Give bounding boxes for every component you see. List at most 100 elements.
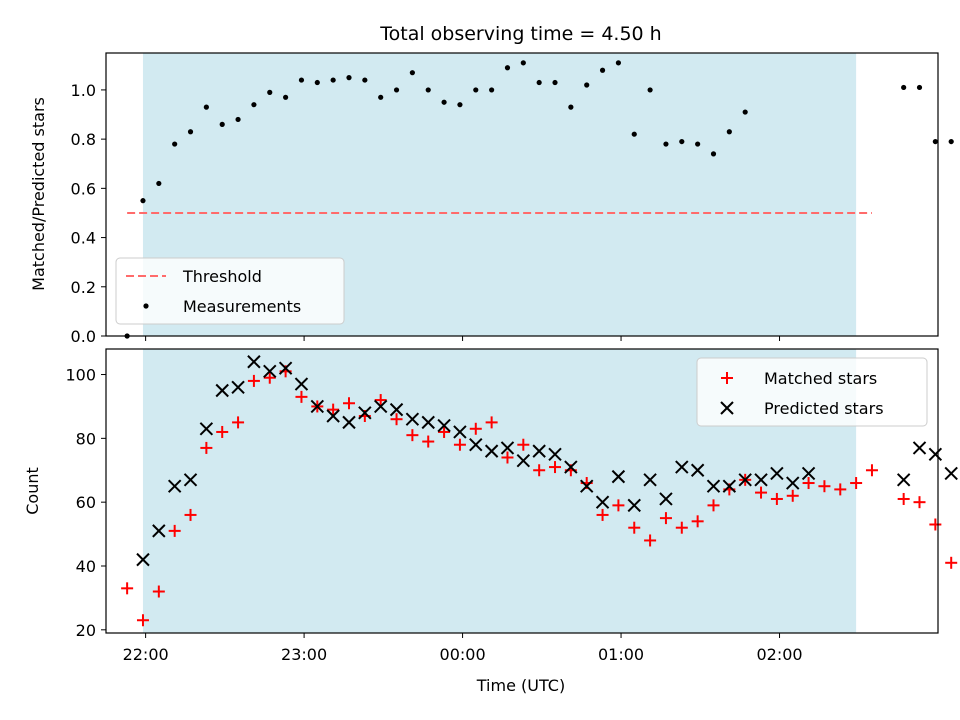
matched-star-point (438, 425, 451, 438)
measurement-point (330, 77, 336, 83)
predicted-star-point (215, 383, 229, 398)
y-tick-label: 0.6 (71, 179, 96, 198)
top-legend-box (115, 257, 345, 325)
matched-star-point (152, 585, 165, 598)
chart-title: Total observing time = 4.50 h (379, 23, 661, 45)
measurement-point (425, 87, 431, 93)
measurement-point (156, 180, 162, 187)
measurement-point (346, 75, 352, 81)
predicted-star-point (152, 524, 166, 538)
matched-star-point (184, 508, 197, 521)
x-tick-label: 00:00 (440, 645, 486, 664)
predicted-star-point (801, 466, 816, 481)
matched-star-point (691, 515, 704, 528)
measurement-points (124, 60, 954, 339)
matched-star-point (342, 397, 355, 410)
matched-star-point (295, 390, 308, 403)
predicted-star-point (722, 479, 737, 493)
predicted-star-point (754, 473, 768, 487)
matched-star-point (216, 425, 229, 438)
measurement-point (172, 141, 178, 147)
predicted-star-point (580, 479, 594, 493)
predicted-star-point (484, 444, 499, 458)
predicted-star-point (500, 441, 515, 455)
predicted-star-point (183, 473, 198, 487)
predicted-star-point (453, 425, 467, 439)
measurement-point (536, 79, 542, 86)
top-y-ticks: 0.0 0.2 0.4 0.6 0.8 1.0 (71, 81, 106, 346)
matched-star-point (945, 556, 958, 569)
measurement-point (663, 141, 669, 147)
predicted-star-point (675, 460, 689, 474)
predicted-star-point (278, 361, 293, 375)
measurement-point (695, 141, 701, 147)
predicted-legend-label: Predicted stars (764, 399, 884, 418)
measurement-point (140, 198, 146, 204)
measurement-point (916, 84, 923, 91)
measurement-point (473, 87, 479, 93)
matched-star-point (818, 480, 831, 493)
matched-star-point (263, 371, 276, 384)
top-panel: 0.0 0.2 0.4 0.6 0.8 1.0 Matched/Predicted sta… (29, 52, 954, 346)
predicted-star-point (627, 498, 641, 513)
top-axes-frame (105, 52, 939, 337)
matched-star-point (770, 492, 783, 505)
bottom-panel: 20 40 60 80 100 22:00 23:00 00:00 01:00 02:00 Co… (23, 348, 958, 695)
predicted-star-point (690, 463, 705, 477)
matched-star-point (136, 614, 149, 627)
matched-star-point (121, 582, 134, 595)
x-axis-label: Time (UTC) (476, 676, 565, 695)
matched-star-point (501, 451, 514, 464)
matched-star-point (628, 521, 641, 534)
y-tick-label: 60 (76, 493, 96, 512)
matched-legend-label: Matched stars (764, 369, 877, 388)
measurement-point (504, 65, 511, 71)
measurements-legend-swatch (143, 303, 149, 309)
predicted-star-point (247, 355, 261, 369)
measurement-point (647, 87, 653, 93)
measurement-point (948, 138, 954, 145)
predicted-star-point (437, 418, 451, 433)
bottom-legend: Matched stars Predicted stars (696, 357, 928, 427)
measurement-point (726, 129, 732, 135)
matched-star-point (644, 534, 657, 547)
y-tick-label: 100 (65, 366, 96, 385)
x-tick-label: 02:00 (756, 645, 802, 664)
measurement-point (409, 70, 415, 76)
predicted-star-point (389, 402, 404, 417)
measurement-point (520, 60, 526, 66)
measurement-point (901, 84, 907, 91)
y-tick-label: 80 (76, 429, 96, 448)
predicted-star-point (548, 447, 562, 462)
bottom-axes-frame (105, 348, 939, 634)
matched-star-point (533, 464, 546, 477)
measurement-point (457, 102, 463, 108)
predicted-star-point (643, 473, 657, 487)
x-tick-label: 23:00 (281, 645, 327, 664)
predicted-star-point (469, 438, 483, 452)
predicted-star-point (564, 460, 578, 474)
bottom-legend-box (696, 357, 928, 427)
predicted-stars-points (136, 355, 958, 567)
matched-star-point (913, 496, 926, 509)
y-tick-label: 0.2 (71, 278, 96, 297)
matched-star-point (168, 524, 181, 537)
matched-star-point (406, 429, 419, 442)
predicted-star-point (532, 444, 546, 458)
predicted-star-point (231, 380, 245, 394)
predicted-star-point (167, 479, 182, 493)
measurement-point (267, 89, 273, 95)
matched-star-point (707, 499, 720, 512)
predicted-star-point (928, 447, 943, 462)
predicted-star-point (611, 469, 626, 484)
measurement-point (219, 121, 225, 127)
measurement-point (378, 94, 384, 100)
matched-star-point (802, 477, 815, 490)
matched-star-point (469, 422, 482, 435)
matched-star-point (865, 464, 878, 477)
predicted-star-point (595, 495, 610, 509)
predicted-star-point (342, 415, 356, 430)
predicted-star-point (659, 492, 673, 506)
top-x-ticks (145, 336, 781, 341)
threshold-legend-label: Threshold (182, 267, 262, 286)
